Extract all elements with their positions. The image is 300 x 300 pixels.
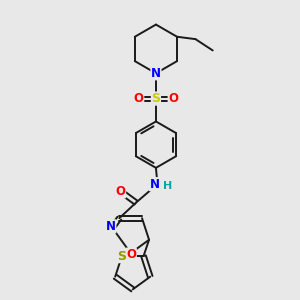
Text: S: S (117, 250, 126, 262)
Text: N: N (149, 178, 160, 191)
Text: O: O (168, 92, 178, 105)
Text: N: N (151, 67, 161, 80)
Text: H: H (163, 181, 172, 191)
Text: S: S (152, 92, 160, 105)
Text: O: O (116, 185, 126, 198)
Text: O: O (126, 248, 136, 261)
Text: N: N (106, 220, 116, 233)
Text: O: O (134, 92, 144, 105)
